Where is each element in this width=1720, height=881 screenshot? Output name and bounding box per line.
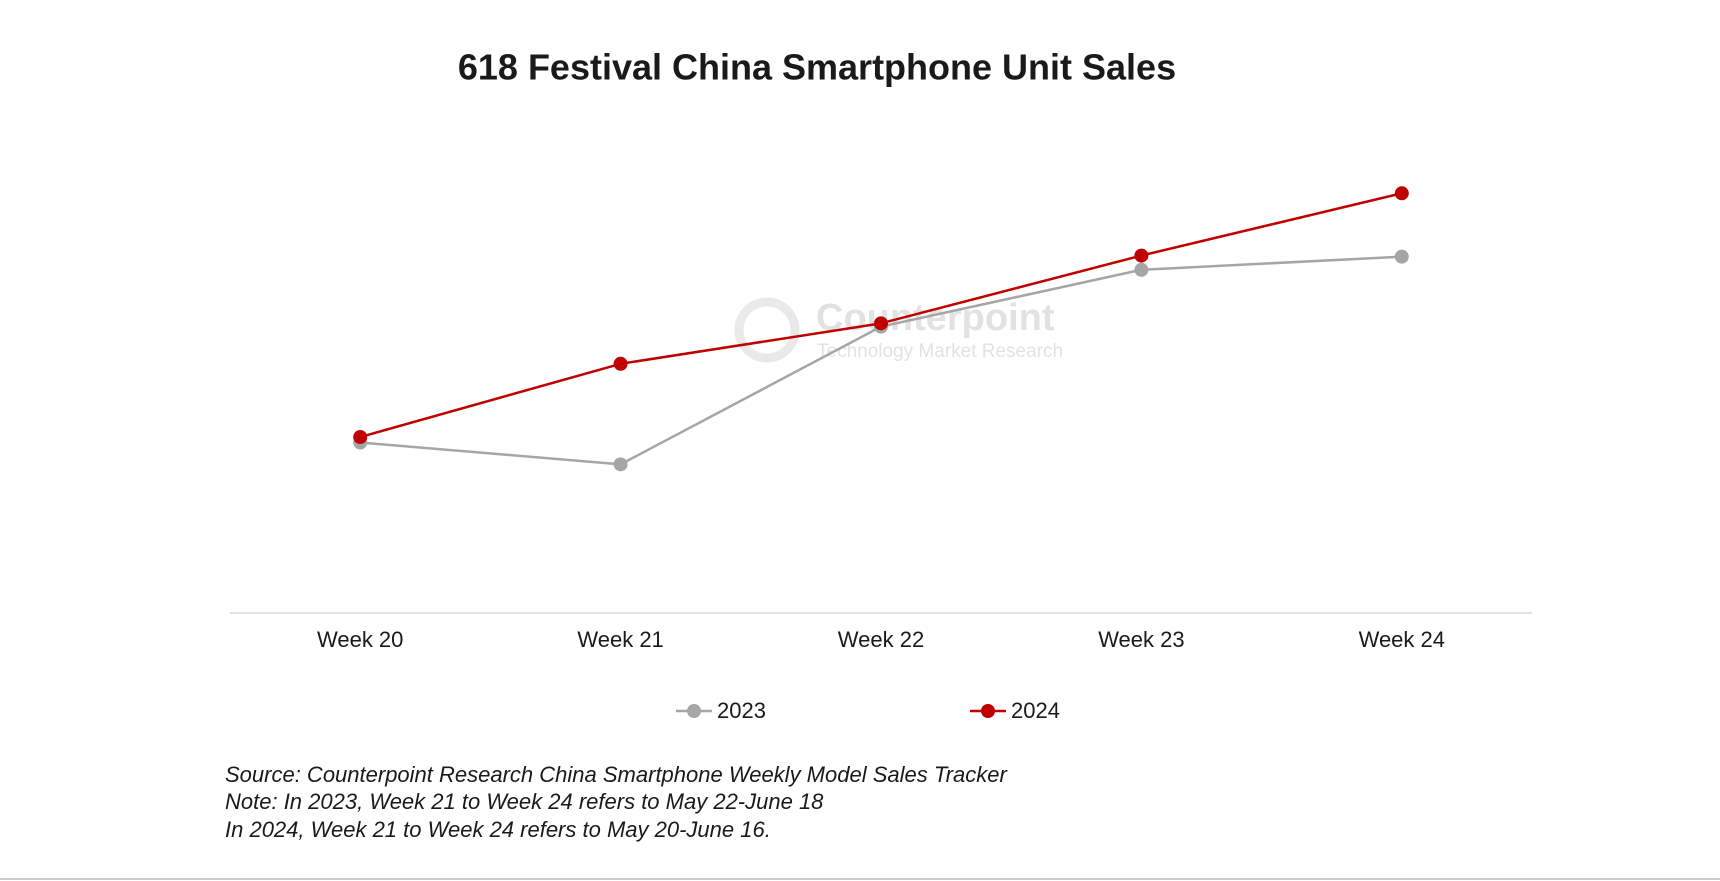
x-tick-label: Week 23 [1098,627,1184,652]
marker [1394,186,1409,201]
marker [874,316,888,331]
watermark-text: Counterpoint [816,297,1055,339]
x-tick-label: Week 22 [838,627,924,652]
note: Source: Counterpoint Research China Smar… [225,762,1008,787]
note: In 2024, Week 21 to Week 24 refers to Ma… [225,817,771,842]
notes: Source: Counterpoint Research China Smar… [225,762,1008,842]
marker [1394,249,1409,264]
note: Note: In 2023, Week 21 to Week 24 refers… [225,789,824,814]
watermark: Counterpoint Technology Market Research [734,297,1063,363]
watermark-logo [734,297,800,363]
marker [1134,248,1149,263]
marker [613,356,628,371]
legend-marker [687,704,701,718]
marker [1134,262,1149,277]
watermark-subtext: Technology Market Research [817,341,1063,362]
legend-label: 2024 [1011,698,1060,723]
marker [613,457,628,472]
chart-title: 618 Festival China Smartphone Unit Sales [458,47,1176,88]
marker [353,430,368,445]
x-tick-label: Week 20 [317,627,403,652]
x-tick-label: Week 21 [577,627,663,652]
legend-marker [981,704,995,718]
legend-label: 2023 [717,698,766,723]
x-tick-label: Week 24 [1359,627,1445,652]
